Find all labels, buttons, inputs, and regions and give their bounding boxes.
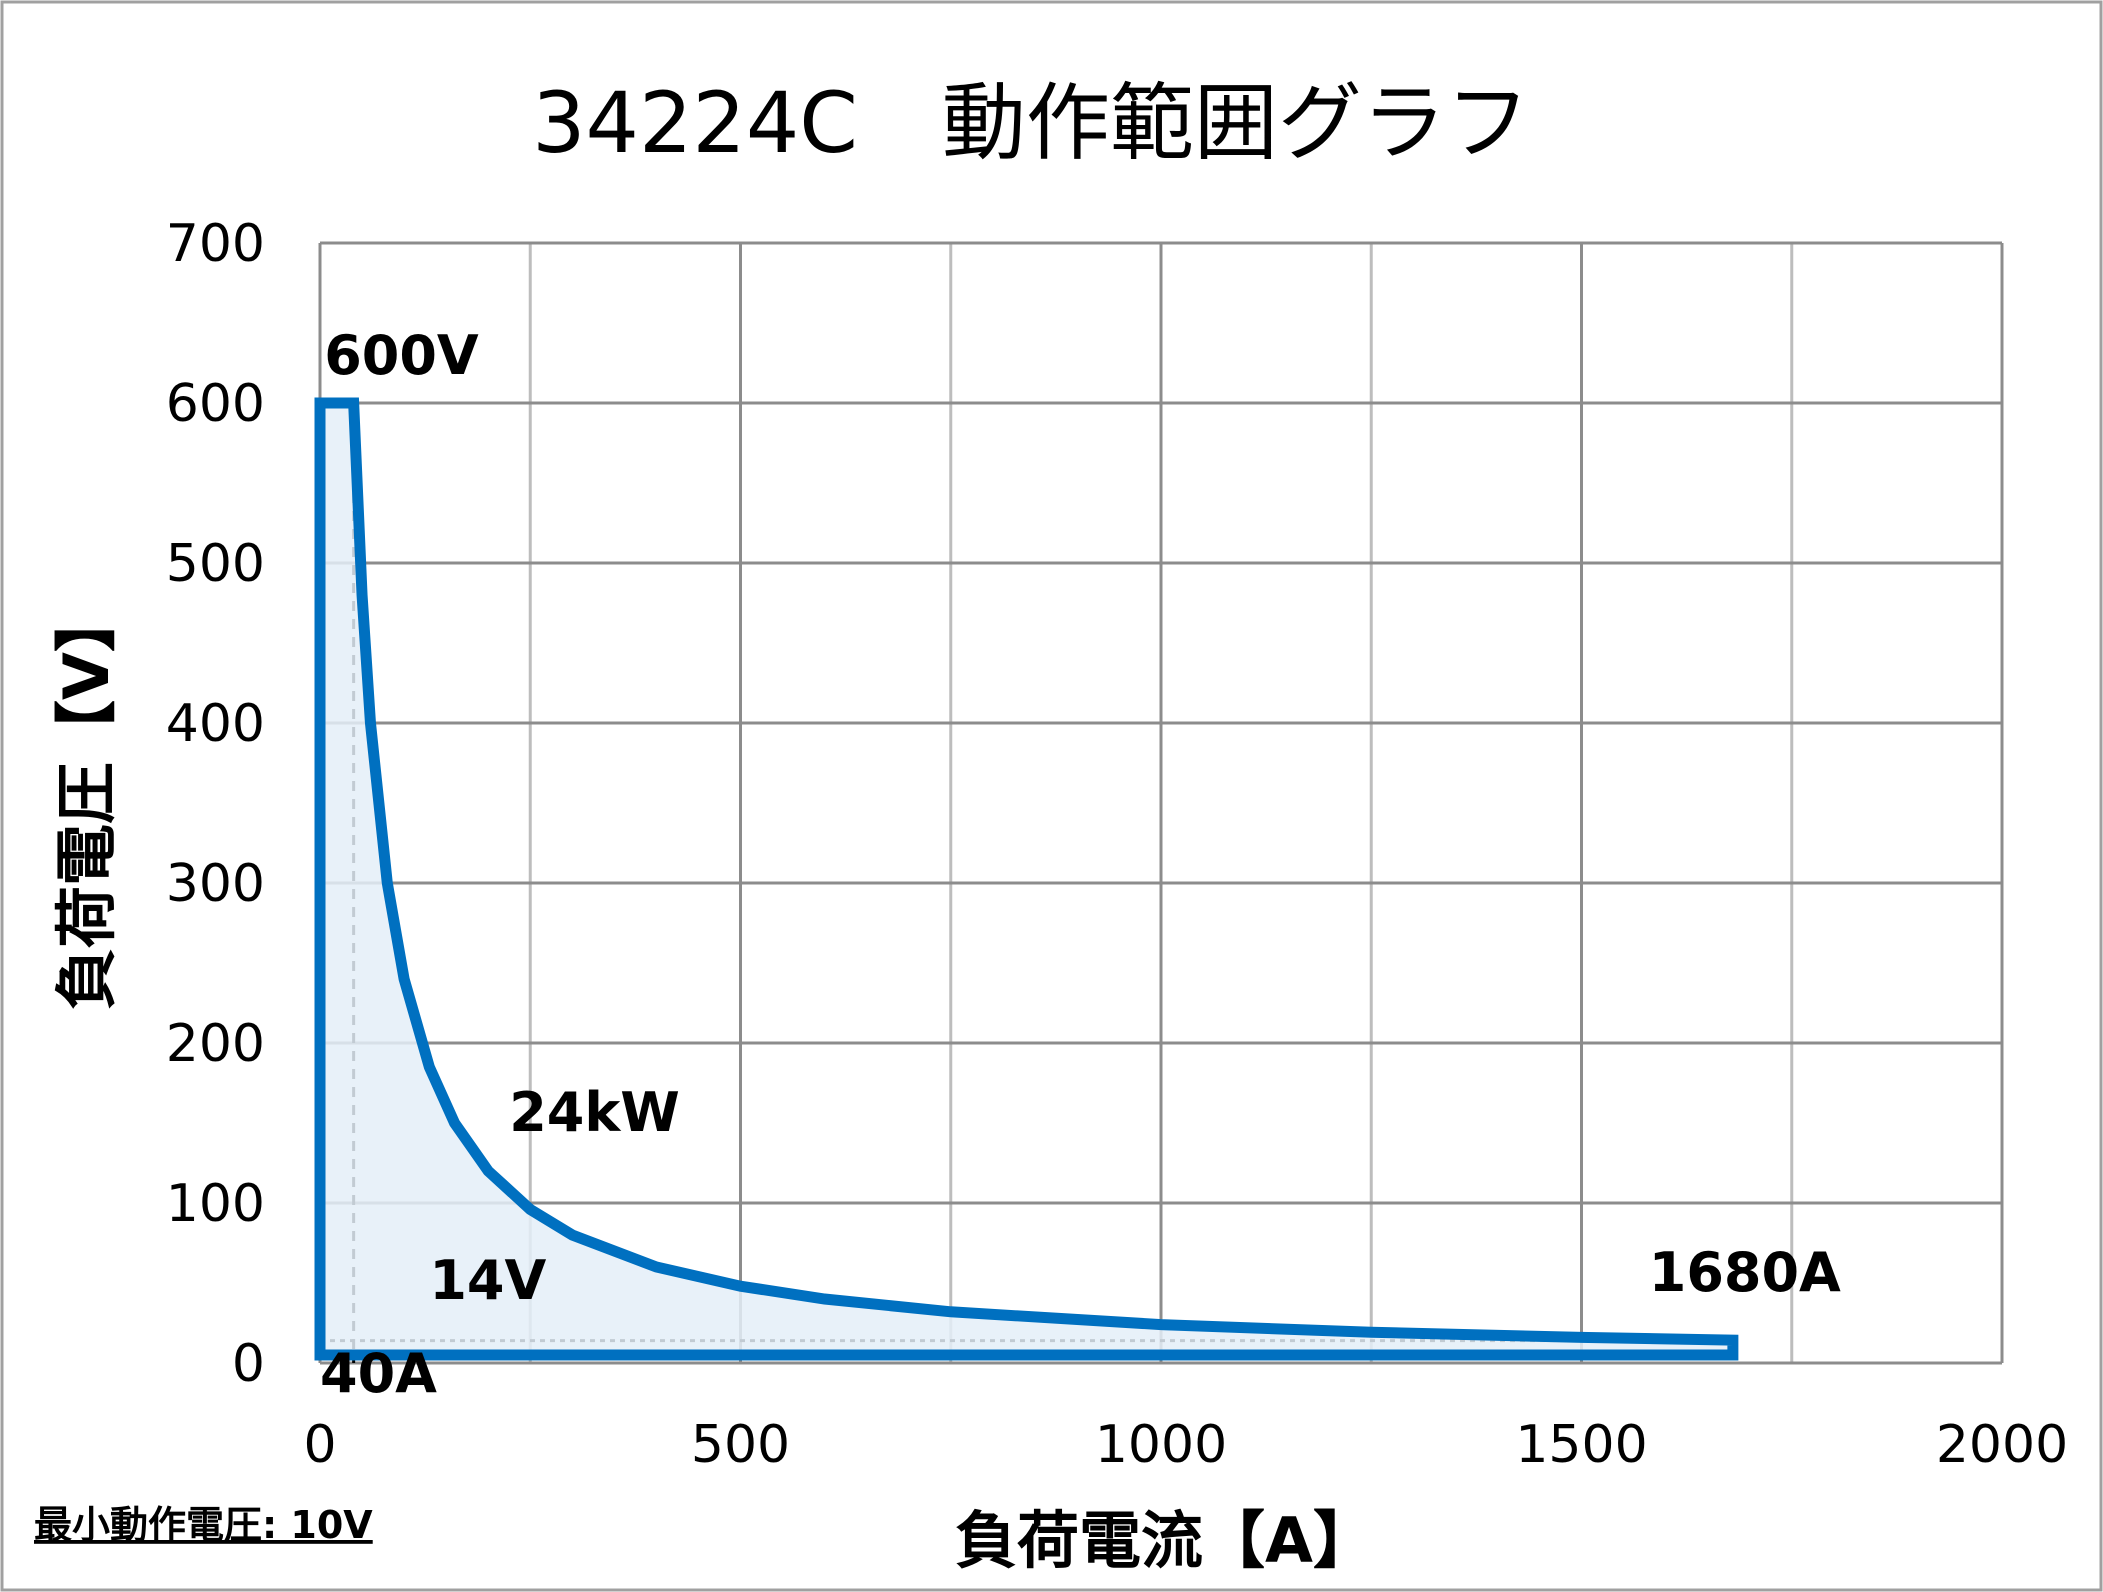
annotation-label: 40A xyxy=(320,1342,437,1405)
x-tick-label: 2000 xyxy=(1936,1415,2068,1475)
x-axis-label: 負荷電流【A】 xyxy=(955,1504,1375,1577)
operating-area-boundary xyxy=(314,397,1739,1361)
x-tick-label: 500 xyxy=(691,1415,790,1475)
y-tick-label: 100 xyxy=(166,1174,265,1234)
y-axis-label: 負荷電圧【V】 xyxy=(50,590,123,1010)
y-tick-label: 0 xyxy=(232,1334,265,1394)
operating-area-fill xyxy=(320,403,1733,1355)
y-tick-label: 300 xyxy=(166,854,265,914)
annotation-label: 24kW xyxy=(509,1081,680,1144)
x-tick-label: 1500 xyxy=(1515,1415,1647,1475)
x-tick-label: 1000 xyxy=(1095,1415,1227,1475)
annotations: 600V 24kW 14V 1680A 40A xyxy=(320,324,1841,1405)
y-tick-label: 700 xyxy=(166,214,265,274)
x-tick-label: 0 xyxy=(303,1415,336,1475)
annotation-label: 14V xyxy=(429,1249,546,1312)
plot-area xyxy=(314,397,1739,1363)
y-tick-label: 500 xyxy=(166,534,265,594)
annotation-label: 1680A xyxy=(1649,1241,1841,1304)
y-tick-label: 200 xyxy=(166,1014,265,1074)
y-tick-label: 600 xyxy=(166,374,265,434)
tick-labels: 0 500 1000 1500 2000 0 100 200 300 400 500 600 700 xyxy=(166,214,2068,1475)
footnote-min-voltage: 最小動作電圧: 10V xyxy=(34,1503,373,1547)
annotation-label: 600V xyxy=(324,324,479,387)
chart-title: 34224C 動作範囲グラフ xyxy=(532,74,1530,172)
y-tick-label: 400 xyxy=(166,694,265,754)
